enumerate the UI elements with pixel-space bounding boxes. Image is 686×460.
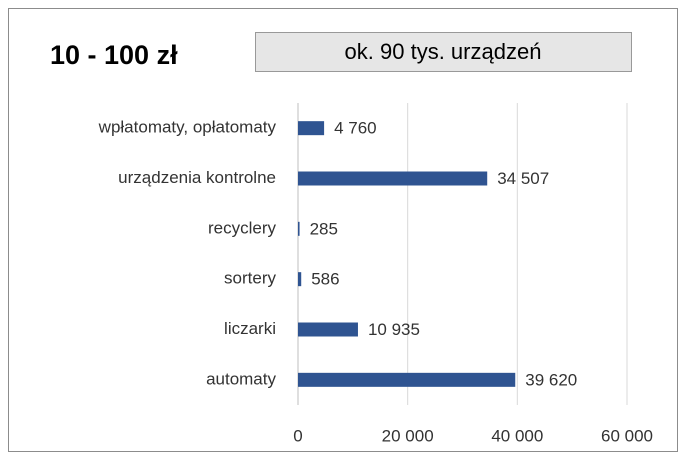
x-tick-label: 20 000	[382, 426, 434, 445]
chart-title: 10 - 100 zł	[50, 40, 178, 70]
data-label: 586	[311, 270, 339, 289]
chart-subtitle: ok. 90 tys. urządzeń	[345, 39, 542, 64]
x-tick-label: 0	[293, 426, 302, 445]
data-label: 34 507	[497, 169, 549, 188]
x-tick-label: 60 000	[601, 426, 653, 445]
data-label: 4 760	[334, 119, 377, 138]
bar	[298, 372, 516, 387]
y-tick-label: automaty	[206, 369, 276, 388]
subtitle-box	[255, 32, 632, 72]
y-tick-label: recyclery	[208, 218, 277, 237]
y-tick-label: liczarki	[224, 319, 276, 338]
y-tick-label: sortery	[224, 269, 276, 288]
data-label: 285	[310, 219, 338, 238]
bar	[298, 171, 488, 186]
bar	[298, 221, 300, 236]
y-tick-label: wpłatomaty, opłatomaty	[98, 118, 277, 137]
data-label: 10 935	[368, 320, 420, 339]
data-label: 39 620	[525, 370, 577, 389]
bar	[298, 121, 325, 136]
bar	[298, 272, 302, 287]
x-tick-label: 40 000	[491, 426, 543, 445]
bar	[298, 322, 358, 337]
y-tick-label: urządzenia kontrolne	[118, 168, 276, 187]
